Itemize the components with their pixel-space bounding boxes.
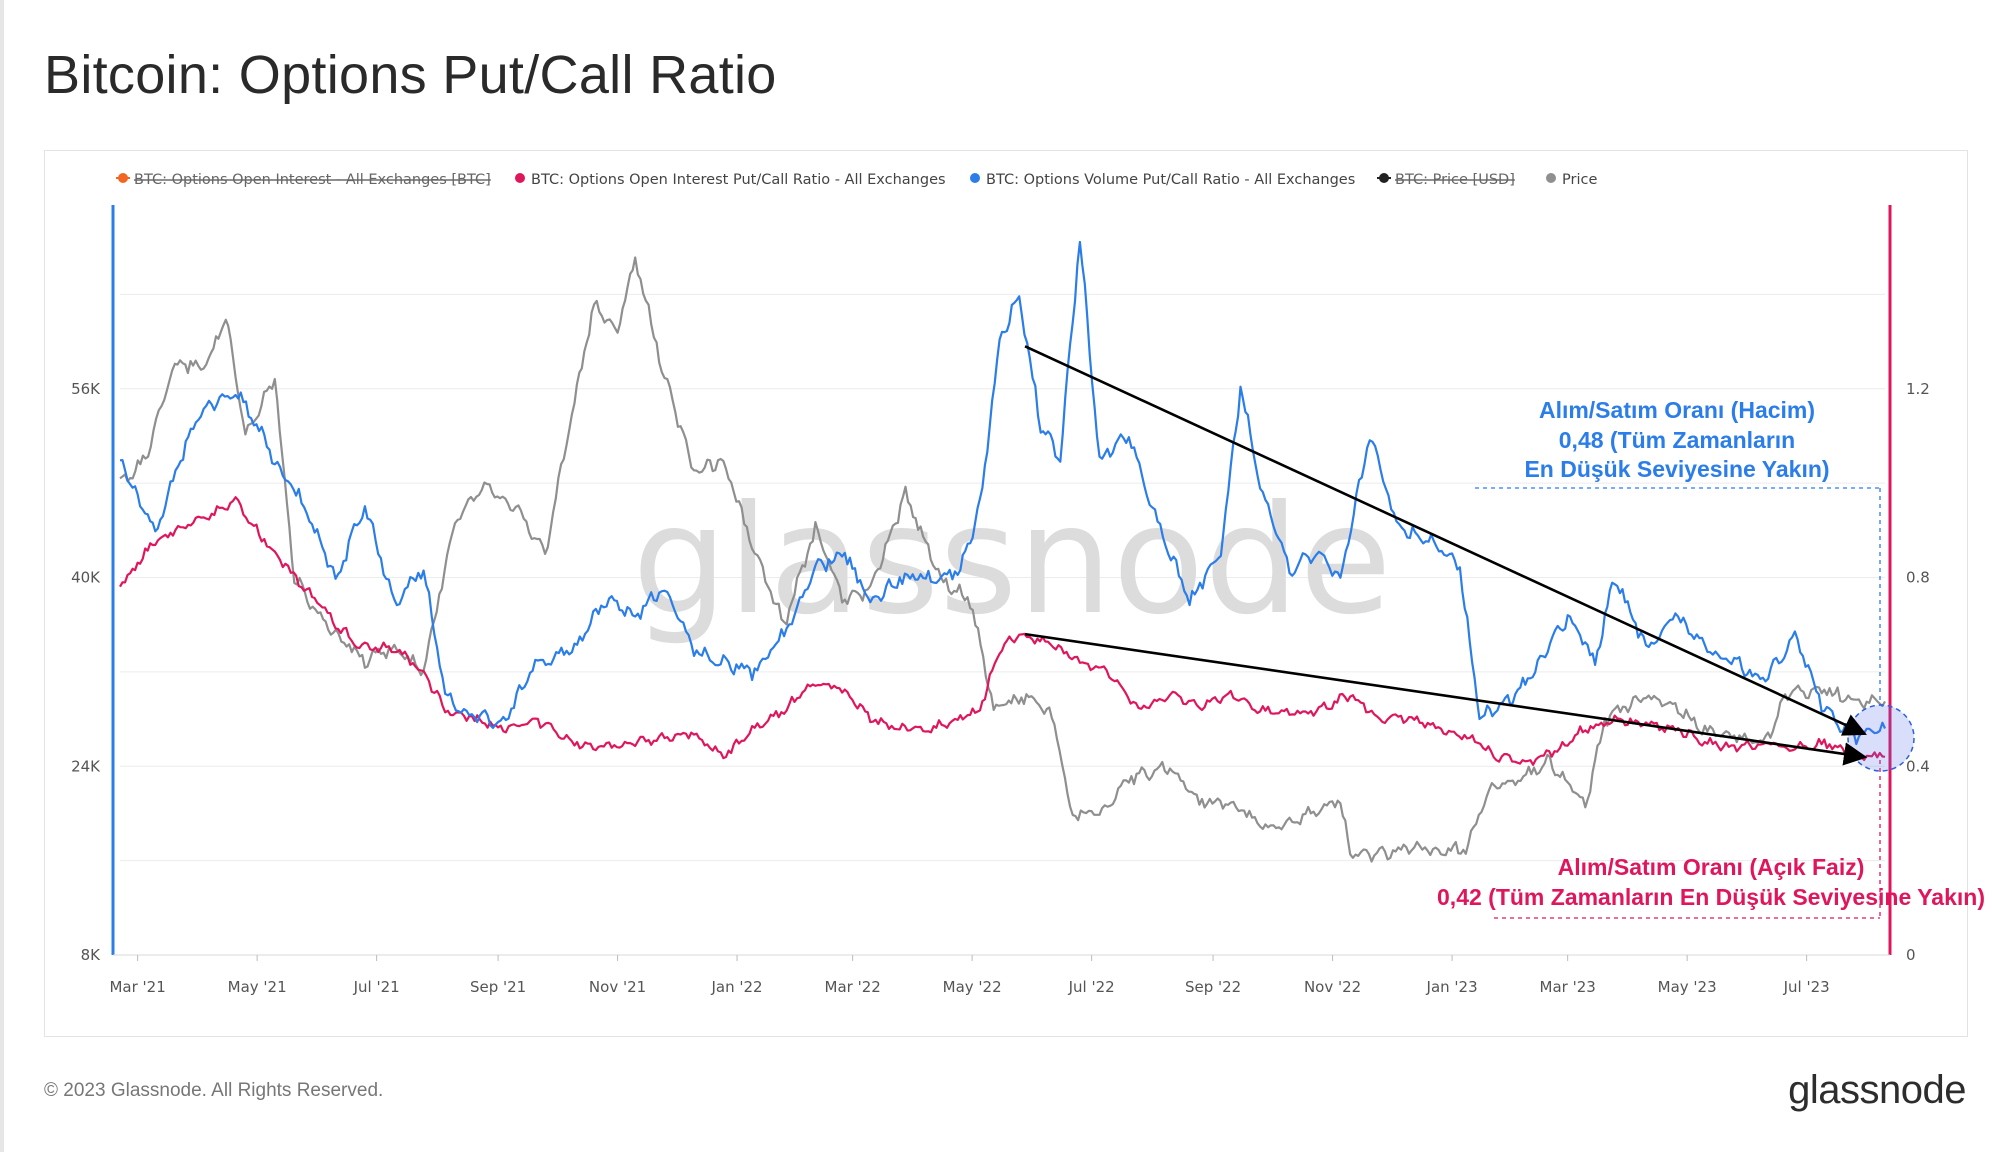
price-line[interactable]: [119, 256, 1886, 863]
y-right-tick-label: 0.8: [1906, 569, 1930, 587]
y-axis-left: 8K 24K 40K 56K: [71, 380, 101, 964]
annotation-volume-line-2: 0,48 (Tüm Zamanların: [1559, 427, 1795, 453]
legend-item-open-interest-btc[interactable]: BTC: Options Open Interest - All Exchang…: [116, 172, 491, 188]
chart-panel: [44, 150, 1968, 1037]
legend-label: BTC: Options Volume Put/Call Ratio - All…: [986, 172, 1355, 188]
y-left-tick-label: 8K: [81, 946, 102, 964]
x-tick-label: Mar '21: [109, 978, 165, 996]
annotation-oi-line-2: 0,42 (Tüm Zamanların En Düşük Seviyesine…: [1437, 884, 1985, 910]
watermark: glassnode: [632, 474, 1391, 648]
x-tick-label: Jan '22: [711, 978, 763, 996]
open-interest-trend-arrow: [1024, 632, 1868, 766]
page-title: Bitcoin: Options Put/Call Ratio: [44, 45, 777, 105]
x-tick-label: Nov '22: [1304, 978, 1361, 996]
legend-label: BTC: Price [USD]: [1395, 172, 1515, 188]
x-tick-label: May '21: [228, 978, 287, 996]
x-tick-label: Mar '23: [1540, 978, 1596, 996]
y-left-tick-label: 24K: [71, 757, 101, 775]
y-right-tick-label: 1.2: [1906, 380, 1930, 398]
legend-marker: [970, 173, 980, 183]
y-right-tick-label: 0: [1906, 946, 1916, 964]
legend-marker: [1546, 173, 1556, 183]
x-axis: Mar '21 May '21 Jul '21 Sep '21 Nov '21 Jan '…: [109, 955, 1830, 996]
annotation-oi-line-1: Alım/Satım Oranı (Açık Faiz): [1558, 854, 1865, 880]
x-tick-label: Mar '22: [825, 978, 881, 996]
y-axis-right: 0 0.4 0.8 1.2: [1906, 380, 1930, 964]
x-tick-label: May '23: [1658, 978, 1717, 996]
page-edge: [0, 0, 4, 1152]
gridlines: [120, 293, 1885, 862]
glassnode-logo[interactable]: glassnode: [1788, 1068, 1966, 1112]
x-tick-label: Jan '23: [1426, 978, 1478, 996]
legend-item-price[interactable]: Price: [1546, 172, 1597, 188]
volume-trend-arrow: [1024, 345, 1867, 736]
y-left-tick-label: 56K: [71, 380, 101, 398]
copyright: © 2023 Glassnode. All Rights Reserved.: [44, 1080, 384, 1101]
x-tick-label: Sep '21: [470, 978, 526, 996]
x-tick-label: Jul '22: [1068, 978, 1115, 996]
x-tick-label: Sep '22: [1185, 978, 1241, 996]
legend: BTC: Options Open Interest - All Exchang…: [116, 172, 1597, 188]
open-interest-ratio-line[interactable]: [119, 496, 1886, 766]
legend-label: BTC: Options Open Interest - All Exchang…: [134, 172, 491, 188]
legend-item-open-interest-ratio[interactable]: BTC: Options Open Interest Put/Call Rati…: [515, 172, 946, 188]
y-right-tick-label: 0.4: [1906, 757, 1930, 775]
series: [119, 240, 1887, 863]
annotation-open-interest: Alım/Satım Oranı (Açık Faiz) 0,42 (Tüm Z…: [1437, 760, 1985, 919]
legend-marker: [515, 173, 525, 183]
annotation-volume-line-3: En Düşük Seviyesine Yakın): [1524, 456, 1829, 482]
annotation-volume: Alım/Satım Oranı (Hacim) 0,48 (Tüm Zaman…: [1475, 397, 1881, 705]
x-tick-label: Jul '23: [1783, 978, 1830, 996]
x-tick-label: May '22: [943, 978, 1002, 996]
y-left-tick-label: 40K: [71, 569, 101, 587]
legend-item-volume-ratio[interactable]: BTC: Options Volume Put/Call Ratio - All…: [970, 172, 1355, 188]
volume-ratio-line[interactable]: [119, 240, 1887, 746]
x-tick-label: Nov '21: [589, 978, 646, 996]
trend-arrows: [1024, 345, 1868, 766]
legend-item-price-usd[interactable]: BTC: Price [USD]: [1377, 172, 1515, 188]
legend-label: Price: [1562, 172, 1597, 188]
annotation-volume-line-1: Alım/Satım Oranı (Hacim): [1539, 397, 1815, 423]
legend-label: BTC: Options Open Interest Put/Call Rati…: [531, 172, 946, 188]
x-tick-label: Jul '21: [353, 978, 400, 996]
highlight-circle: [1847, 704, 1915, 772]
